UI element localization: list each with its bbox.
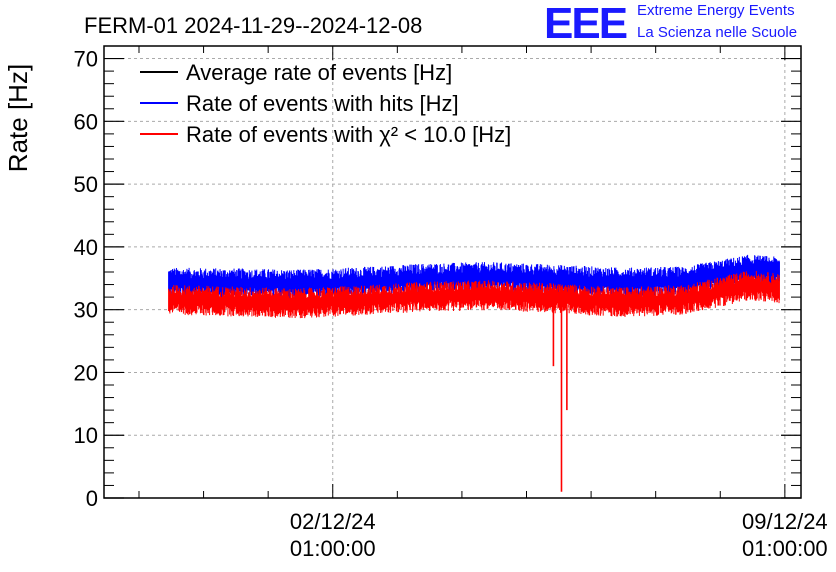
y-tick-label: 0 — [86, 486, 98, 511]
y-tick-label: 70 — [74, 47, 98, 72]
series-layer — [168, 254, 780, 492]
series-band — [168, 271, 780, 319]
legend-label: Rate of events with hits [Hz] — [186, 91, 459, 116]
x-tick-label-time: 01:00:00 — [290, 536, 376, 561]
x-tick-label-date: 02/12/24 — [290, 509, 376, 534]
y-axis-label: Rate [Hz] — [3, 64, 33, 172]
y-tick-label: 10 — [74, 423, 98, 448]
legend-label: Average rate of events [Hz] — [186, 60, 452, 85]
chart-title: FERM-01 2024-11-29--2024-12-08 — [84, 13, 422, 38]
x-tick-label-time: 01:00:00 — [742, 536, 828, 561]
y-tick-label: 50 — [74, 172, 98, 197]
legend: Average rate of events [Hz] Rate of event… — [140, 60, 511, 147]
y-tick-label: 40 — [74, 235, 98, 260]
y-tick-label: 20 — [74, 360, 98, 385]
axes: 01020304050607002/12/2401:00:0009/12/240… — [74, 46, 828, 561]
y-tick-label: 30 — [74, 298, 98, 323]
x-tick-label-date: 09/12/24 — [742, 509, 828, 534]
y-tick-label: 60 — [74, 109, 98, 134]
logo-line-2: La Scienza nelle Scuole — [637, 24, 798, 41]
eee-logo-mark: EEE — [544, 0, 628, 48]
legend-label: Rate of events with χ² < 10.0 [Hz] — [186, 122, 511, 147]
logo-line-1: Extreme Energy Events — [637, 2, 795, 19]
grid — [104, 46, 801, 498]
